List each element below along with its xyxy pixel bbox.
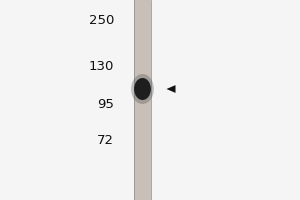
Ellipse shape [131,74,154,104]
Ellipse shape [134,78,151,100]
Text: 130: 130 [88,60,114,72]
Text: 72: 72 [97,134,114,146]
Text: 95: 95 [97,98,114,110]
Bar [134,0,151,200]
Text: 250: 250 [88,14,114,26]
Polygon shape [167,85,176,93]
